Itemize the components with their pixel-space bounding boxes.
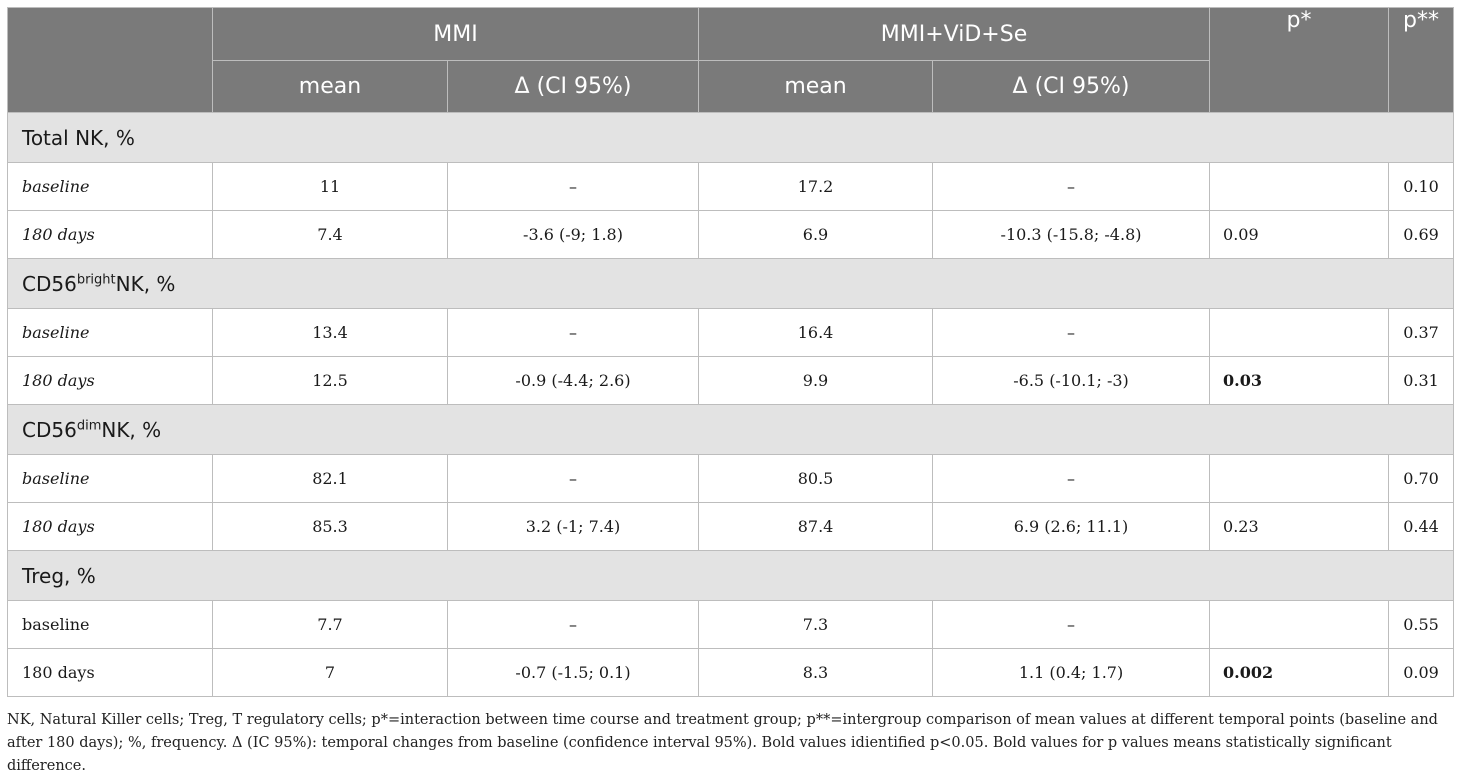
- vid-mean-cell: 7.3: [698, 600, 934, 649]
- row-label: 180 days: [7, 502, 213, 551]
- mmi-mean-cell: 7.4: [212, 210, 448, 259]
- mmi-delta-cell: –: [446, 454, 700, 503]
- p-interaction-cell: [1209, 454, 1390, 503]
- table-footnote: NK, Natural Killer cells; Treg, T regula…: [7, 712, 1438, 774]
- section-title-prefix: CD56: [22, 417, 77, 442]
- header-group-mmi-vid-se: MMI+ViD+Se: [698, 7, 1211, 61]
- table-row: 180 days 7 -0.7 (-1.5; 0.1) 8.3 1.1 (0.4…: [7, 648, 1455, 697]
- vid-mean-cell: 8.3: [698, 648, 934, 697]
- p-interaction-cell: 0.09: [1209, 210, 1390, 259]
- p-interaction-cell: [1209, 600, 1390, 649]
- vid-mean-cell: 17.2: [698, 162, 934, 211]
- p-intergroup-cell: 0.69: [1388, 210, 1455, 259]
- table-row: baseline 82.1 – 80.5 – 0.70: [7, 454, 1455, 503]
- row-label: 180 days: [7, 210, 213, 259]
- vid-delta-cell: –: [932, 162, 1211, 211]
- section-row-cd56-dim-nk: CD56dimNK, %: [6, 404, 1455, 455]
- header-vid-delta: Δ (CI 95%): [932, 60, 1211, 113]
- vid-delta-cell: –: [932, 454, 1211, 503]
- vid-mean-cell: 9.9: [698, 356, 934, 405]
- header-group-mmi: MMI: [211, 7, 700, 61]
- mmi-delta-cell: –: [446, 308, 700, 357]
- mmi-delta-cell: -0.7 (-1.5; 0.1): [446, 648, 700, 697]
- mmi-delta-cell: -3.6 (-9; 1.8): [446, 210, 700, 259]
- header-vid-mean: mean: [698, 60, 934, 113]
- p-interaction-cell: [1209, 308, 1390, 357]
- p-intergroup-cell: 0.70: [1388, 454, 1455, 503]
- section-title-suffix: NK, %: [101, 417, 162, 442]
- section-title-superscript: bright: [76, 271, 116, 287]
- mmi-mean-cell: 12.5: [212, 356, 448, 405]
- header-p-interaction: p*: [1209, 7, 1390, 113]
- section-title: CD56brightNK, %: [6, 258, 1455, 309]
- section-title-superscript: dim: [76, 417, 102, 433]
- section-title: Treg, %: [6, 550, 1455, 601]
- section-title: Total NK, %: [6, 112, 1455, 163]
- p-interaction-cell-significant: 0.002: [1209, 648, 1390, 697]
- p-interaction-cell: 0.23: [1209, 502, 1390, 551]
- p-intergroup-cell: 0.10: [1388, 162, 1455, 211]
- vid-delta-cell: 6.9 (2.6; 11.1): [932, 502, 1211, 551]
- section-title-suffix: NK, %: [115, 271, 176, 296]
- section-row-cd56-bright-nk: CD56brightNK, %: [6, 258, 1455, 309]
- p-intergroup-cell: 0.55: [1388, 600, 1455, 649]
- mmi-delta-cell: -0.9 (-4.4; 2.6): [446, 356, 700, 405]
- mmi-mean-cell: 7: [212, 648, 448, 697]
- header-mmi-mean: mean: [212, 60, 448, 113]
- section-title: CD56dimNK, %: [6, 404, 1455, 455]
- vid-mean-cell: 16.4: [698, 308, 934, 357]
- vid-delta-cell: –: [932, 308, 1211, 357]
- table-row: 180 days 85.3 3.2 (-1; 7.4) 87.4 6.9 (2.…: [7, 502, 1455, 551]
- table-row: baseline 13.4 – 16.4 – 0.37: [7, 308, 1455, 357]
- row-label: baseline: [7, 454, 213, 503]
- table-row: baseline 11 – 17.2 – 0.10: [7, 162, 1455, 211]
- vid-mean-cell: 87.4: [698, 502, 934, 551]
- mmi-mean-cell: 11: [212, 162, 448, 211]
- p-intergroup-cell: 0.44: [1388, 502, 1455, 551]
- row-label: baseline: [7, 600, 213, 649]
- mmi-mean-cell: 13.4: [212, 308, 448, 357]
- p-intergroup-cell: 0.31: [1388, 356, 1455, 405]
- mmi-mean-cell: 85.3: [212, 502, 448, 551]
- mmi-mean-cell: 82.1: [212, 454, 448, 503]
- section-row-total-nk: Total NK, %: [6, 112, 1455, 163]
- header-mmi-delta: Δ (CI 95%): [446, 60, 700, 113]
- mmi-delta-cell: –: [446, 162, 700, 211]
- row-label: baseline: [7, 308, 213, 357]
- header-p-intergroup: p**: [1388, 7, 1455, 113]
- vid-delta-cell: –: [932, 600, 1211, 649]
- vid-delta-cell: -6.5 (-10.1; -3): [932, 356, 1211, 405]
- table-row: 180 days 12.5 -0.9 (-4.4; 2.6) 9.9 -6.5 …: [7, 356, 1455, 405]
- mmi-delta-cell: –: [446, 600, 700, 649]
- vid-mean-cell: 80.5: [698, 454, 934, 503]
- results-table: MMI MMI+ViD+Se p* p** mean Δ (CI 95%) me…: [6, 7, 1455, 697]
- p-intergroup-cell: 0.37: [1388, 308, 1455, 357]
- vid-delta-cell: -10.3 (-15.8; -4.8): [932, 210, 1211, 259]
- p-interaction-cell: [1209, 162, 1390, 211]
- mmi-mean-cell: 7.7: [212, 600, 448, 649]
- vid-mean-cell: 6.9: [698, 210, 934, 259]
- row-label: 180 days: [7, 648, 213, 697]
- mmi-delta-cell: 3.2 (-1; 7.4): [446, 502, 700, 551]
- section-title-prefix: CD56: [22, 271, 77, 296]
- row-label: 180 days: [7, 356, 213, 405]
- p-interaction-cell-significant: 0.03: [1209, 356, 1390, 405]
- header-empty-cell: [7, 7, 213, 113]
- table-row: baseline 7.7 – 7.3 – 0.55: [7, 600, 1455, 649]
- vid-delta-cell: 1.1 (0.4; 1.7): [932, 648, 1211, 697]
- p-intergroup-cell: 0.09: [1388, 648, 1455, 697]
- row-label: baseline: [7, 162, 213, 211]
- section-row-treg: Treg, %: [6, 550, 1455, 601]
- table-row: 180 days 7.4 -3.6 (-9; 1.8) 6.9 -10.3 (-…: [7, 210, 1455, 259]
